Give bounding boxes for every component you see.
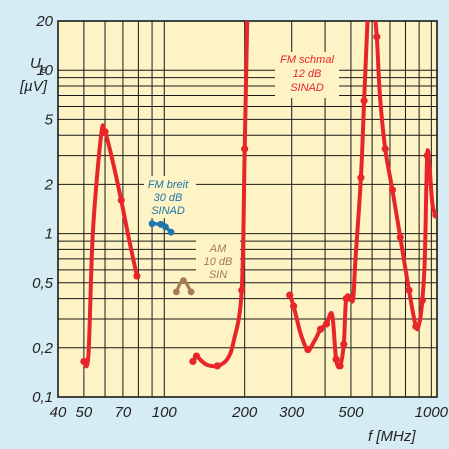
fm-schmal-point: [117, 196, 125, 204]
y-tick-label: 10: [36, 62, 53, 79]
fm-schmal-curve: [81, 123, 139, 369]
y-tick-label: 5: [45, 111, 54, 128]
y-tick-label: 0,5: [32, 275, 54, 292]
fm-schmal-point: [336, 362, 344, 370]
fm-breit-point: [148, 220, 156, 228]
fm-breit-series: [148, 220, 175, 236]
am-point: [180, 277, 187, 285]
x-tick-label: 50: [76, 404, 93, 421]
y-tick-label: 0,1: [32, 389, 53, 406]
fm-schmal-point: [133, 272, 141, 280]
fm-schmal-point: [388, 186, 397, 194]
fm-schmal-point: [405, 286, 413, 294]
fm-schmal-point: [373, 33, 381, 41]
fm-schmal-point: [322, 320, 331, 328]
am-point: [172, 288, 180, 296]
am-point: [187, 288, 195, 296]
am-series: [172, 277, 195, 296]
fm-breit-point: [162, 223, 169, 231]
y-tick-label: 1: [45, 226, 53, 243]
fm-schmal-point: [412, 322, 420, 331]
am-label-line2: 10 dB: [204, 256, 233, 268]
y-axis-symbol-subscript: e: [41, 64, 47, 76]
x-axis-title: f [MHz]: [368, 428, 416, 445]
fm-schmal-point: [304, 346, 312, 354]
fm-schmal-point: [418, 296, 426, 305]
x-tick-label: 100: [152, 404, 178, 421]
fm-schmal-point: [423, 152, 431, 160]
x-tick-label: 70: [115, 404, 132, 421]
y-tick-label: 2: [44, 176, 54, 193]
fm-schmal-point: [192, 352, 201, 360]
fm-schmal-point: [381, 145, 389, 153]
fm-schmal-point: [213, 362, 221, 370]
y-tick-label: 0,2: [32, 340, 54, 357]
fm-breit-label: FM breit 30 dB SINAD: [144, 176, 196, 218]
fm-breit-label-line3: SINAD: [151, 205, 185, 217]
fm-schmal-point: [432, 211, 437, 219]
x-tick-label: 300: [279, 404, 305, 421]
fm-schmal-point: [101, 128, 109, 136]
fm-schmal-label-line1: FM schmal: [280, 54, 334, 66]
fm-schmal-point: [340, 340, 348, 348]
series-layer: [80, 21, 437, 370]
fm-schmal-point: [357, 174, 365, 182]
fm-schmal-label-line3: SINAD: [290, 82, 324, 94]
am-label: AM 10 dB SIN: [196, 240, 240, 282]
fm-schmal-point: [332, 355, 340, 363]
fm-schmal-point: [317, 325, 325, 333]
fm-schmal-label: FM schmal 12 dB SINAD: [275, 52, 339, 98]
fm-schmal-point: [286, 291, 294, 299]
fm-schmal-point: [290, 302, 298, 310]
y-axis-symbol-main: U: [30, 55, 41, 72]
am-label-line1: AM: [209, 243, 227, 255]
fm-schmal-series: [80, 21, 437, 370]
fm-schmal-point: [189, 357, 197, 366]
fm-breit-label-line2: 30 dB: [154, 192, 183, 204]
series-annotations: FM schmal 12 dB SINAD FM breit 30 dB SIN…: [144, 52, 339, 282]
fm-breit-label-line1: FM breit: [148, 179, 189, 191]
fm-schmal-point: [396, 233, 404, 241]
fm-schmal-point: [347, 295, 355, 303]
y-axis-symbol: Ue: [30, 55, 47, 76]
fm-breit-point: [167, 228, 175, 236]
fm-schmal-point: [360, 97, 368, 105]
x-tick-label: 1000: [415, 404, 449, 421]
fm-schmal-point: [80, 357, 88, 366]
x-tick-label: 200: [231, 404, 258, 421]
fm-schmal-point: [241, 145, 249, 153]
y-tick-label: 20: [35, 13, 53, 30]
y-axis-unit: [µV]: [19, 78, 48, 95]
fm-schmal-label-line2: 12 dB: [293, 68, 322, 80]
fm-schmal-point: [238, 286, 246, 294]
am-label-line3: SIN: [209, 269, 227, 281]
x-tick-label: 40: [50, 404, 67, 421]
x-tick-label: 500: [338, 404, 364, 421]
tick-labels: 0,1 0,2 0,5 1 2 5 10 20 40 50 70 100 200 300 500 1000: [32, 13, 449, 421]
